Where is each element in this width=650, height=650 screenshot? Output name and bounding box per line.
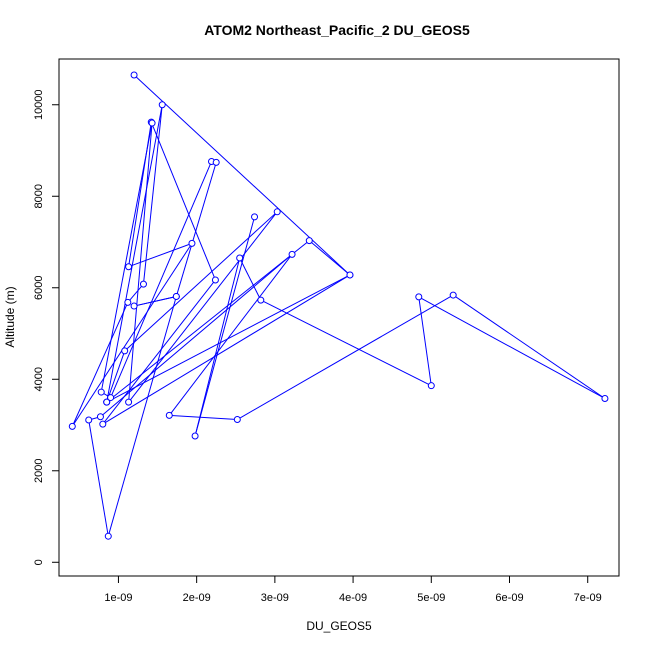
series-line-segment — [237, 294, 454, 420]
y-tick-label: 6000 — [33, 276, 45, 300]
data-point — [172, 292, 180, 300]
data-point — [449, 291, 457, 299]
data-point — [130, 302, 138, 310]
series-line-segment — [128, 211, 278, 403]
data-point — [305, 237, 313, 245]
y-tick-label: 10000 — [33, 89, 45, 120]
x-tick-label: 7e-09 — [574, 592, 602, 604]
x-tick-label: 5e-09 — [417, 592, 445, 604]
x-tick-label: 4e-09 — [339, 592, 367, 604]
series-line-segment — [133, 74, 351, 276]
series-line-segment — [128, 242, 193, 268]
y-axis-label: Altitude (m) — [3, 286, 17, 347]
series-line-segment — [175, 162, 217, 297]
series-line-segment — [169, 414, 238, 421]
series-line-segment — [239, 257, 262, 301]
data-point — [68, 422, 76, 430]
series-line-segment — [260, 299, 432, 387]
data-point — [103, 398, 111, 406]
data-point — [85, 416, 93, 424]
y-tick-label: 2000 — [33, 459, 45, 483]
data-point — [273, 208, 281, 216]
x-tick-label: 3e-09 — [261, 592, 289, 604]
y-tick-label: 8000 — [33, 184, 45, 208]
data-point — [148, 119, 156, 127]
series-line-segment — [100, 253, 293, 418]
data-point — [121, 347, 129, 355]
data-point — [188, 239, 196, 247]
data-point — [130, 71, 138, 79]
data-point — [124, 298, 132, 306]
data-point — [346, 271, 354, 279]
series-line-segment — [106, 104, 163, 403]
series-line-segment — [71, 302, 129, 427]
data-point — [139, 280, 147, 288]
data-point — [99, 420, 107, 428]
data-point — [211, 276, 219, 284]
series-line-segment — [128, 123, 153, 403]
series-line-segment — [107, 296, 177, 537]
data-point — [107, 394, 115, 402]
series-line-segment — [110, 161, 212, 398]
series-points — [68, 71, 609, 540]
series-line-segment — [308, 240, 351, 276]
series-line-segment — [150, 121, 216, 281]
y-axis: 0 2000 4000 6000 8000 10000 — [33, 89, 60, 565]
data-point — [212, 158, 220, 166]
series-line-segment — [194, 216, 256, 437]
x-axis: 1e-09 2e-09 3e-09 4e-09 5e-09 6e-09 7e-09 — [104, 575, 602, 604]
series-line-segment — [106, 350, 126, 403]
data-point — [601, 394, 609, 402]
data-point — [415, 293, 423, 301]
series-line-segment — [124, 211, 278, 352]
y-tick-label: 0 — [33, 559, 45, 565]
series-line-segment — [71, 243, 193, 427]
data-point — [257, 296, 265, 304]
data-point — [96, 413, 104, 421]
series-line-segment — [88, 419, 109, 537]
x-tick-label: 6e-09 — [495, 592, 523, 604]
data-point — [104, 532, 112, 540]
series-line-segment — [194, 257, 241, 437]
data-point — [233, 416, 241, 424]
series-line-segment — [133, 295, 177, 307]
series-line-segment — [142, 104, 163, 285]
data-point — [236, 254, 244, 262]
data-point — [191, 432, 199, 440]
series-line-segment — [418, 296, 432, 386]
data-point — [125, 398, 133, 406]
data-point — [427, 382, 435, 390]
series-line-segment — [418, 296, 606, 399]
y-tick-label: 4000 — [33, 367, 45, 391]
data-point — [158, 101, 166, 109]
series-line-segment — [452, 294, 606, 399]
x-axis-label: DU_GEOS5 — [306, 619, 372, 633]
series-line-segment — [102, 279, 216, 425]
data-point — [125, 263, 133, 271]
data-point — [97, 388, 105, 396]
data-point — [165, 411, 173, 419]
series-line-segment — [127, 283, 144, 303]
series-line-segment — [168, 254, 293, 416]
data-point — [251, 213, 259, 221]
series-line-segment — [100, 122, 153, 393]
x-tick-label: 2e-09 — [183, 592, 211, 604]
data-point — [288, 250, 296, 258]
x-tick-label: 1e-09 — [104, 592, 132, 604]
chart-title: ATOM2 Northeast_Pacific_2 DU_GEOS5 — [204, 22, 470, 38]
series-line-segment — [102, 274, 351, 425]
series-lines — [71, 74, 606, 537]
